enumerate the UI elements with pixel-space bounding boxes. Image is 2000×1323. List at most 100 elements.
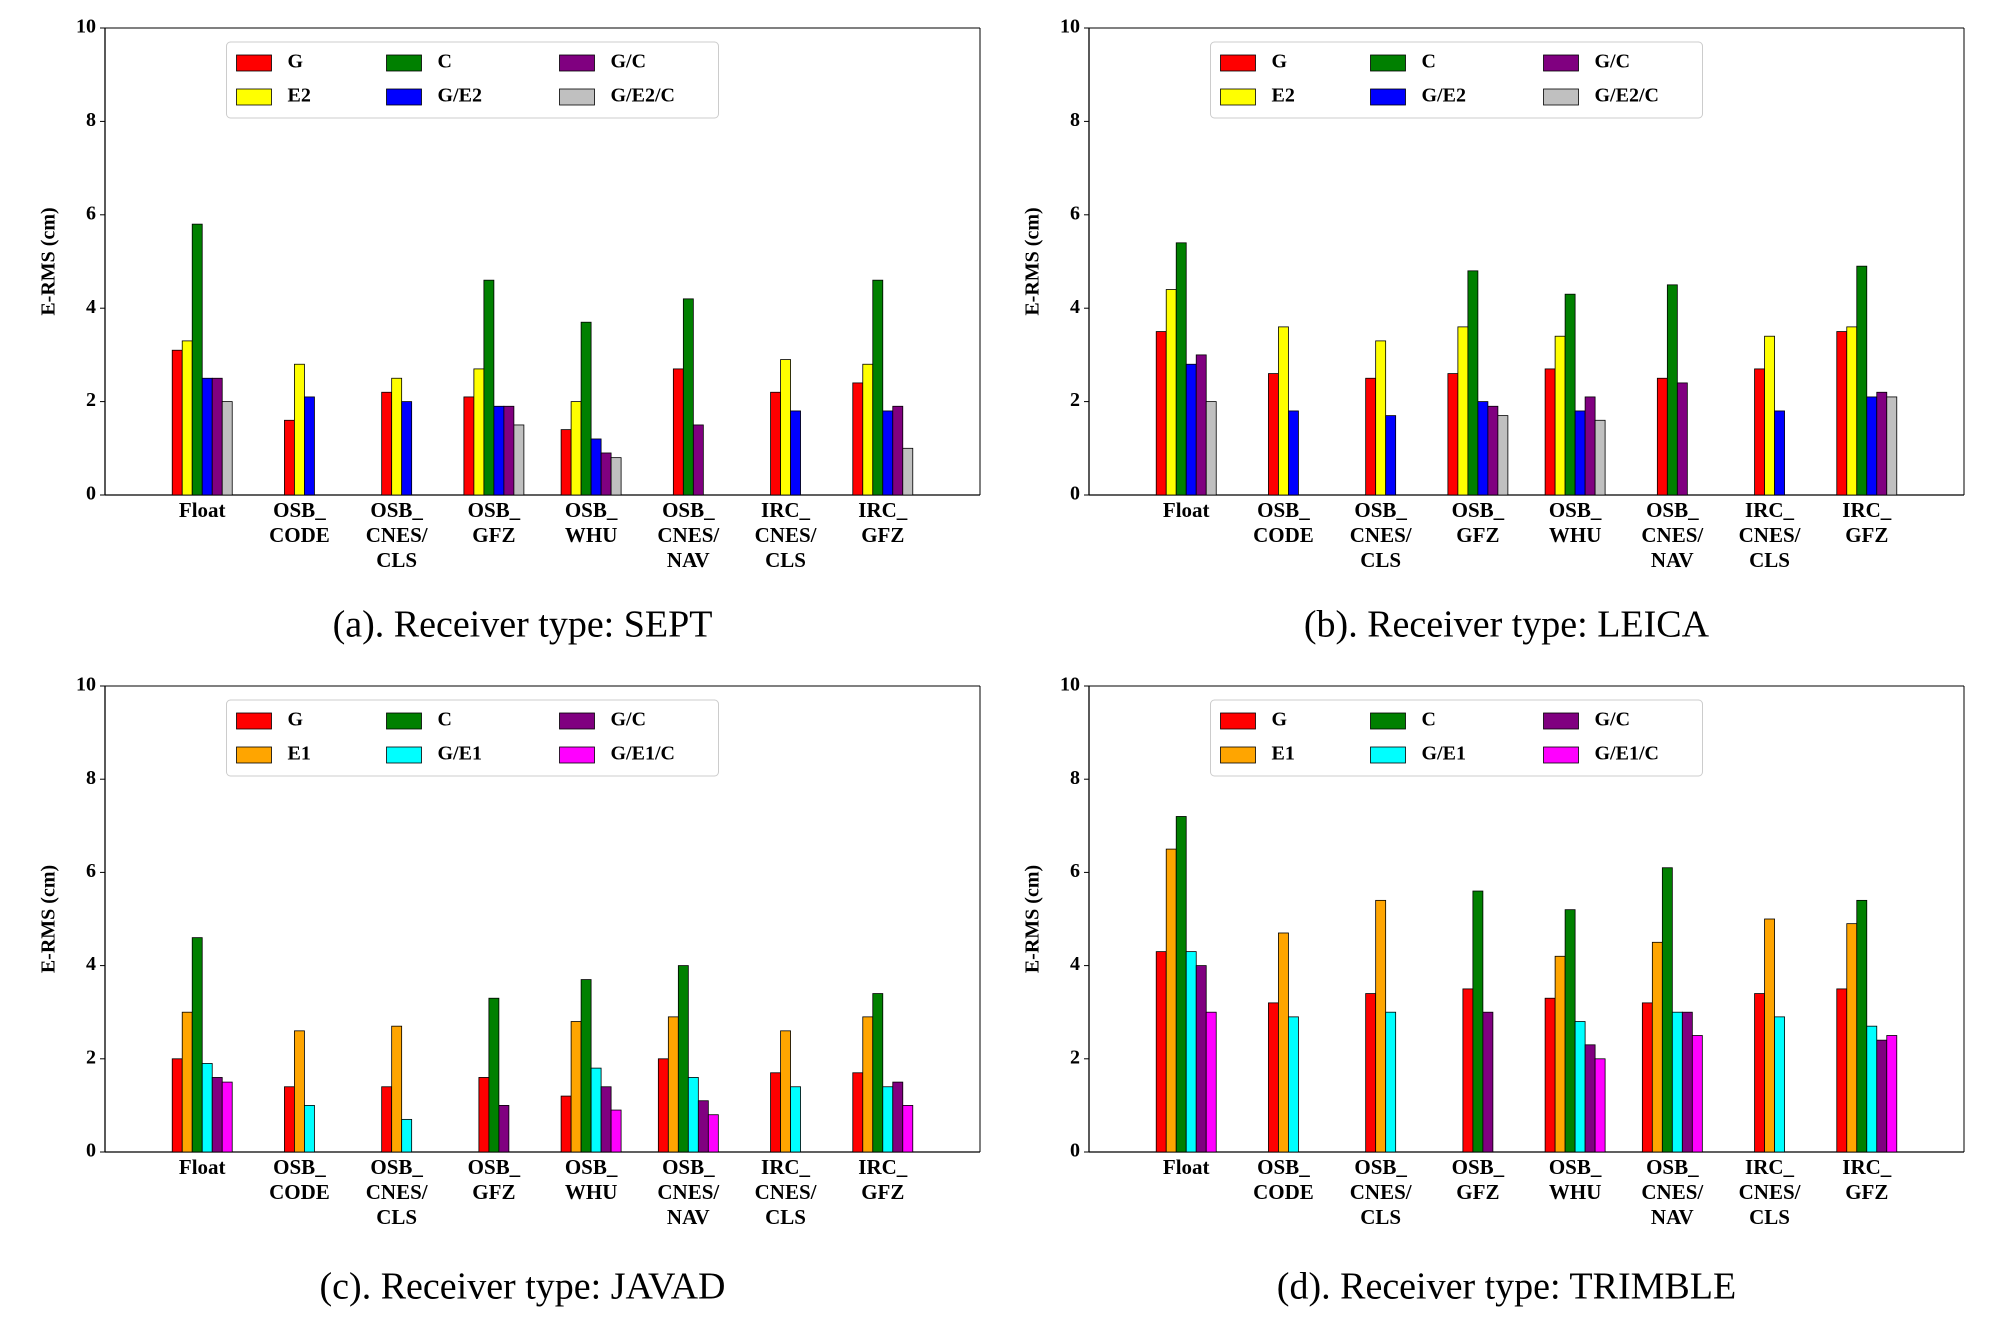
bar	[1651, 941, 1663, 1153]
bar	[1856, 265, 1868, 496]
bar	[892, 1081, 904, 1153]
bar	[1365, 993, 1377, 1153]
bar	[1288, 1016, 1299, 1153]
bar	[600, 1086, 612, 1153]
bar	[1836, 988, 1848, 1153]
legend-swatch	[236, 746, 272, 764]
bar	[1594, 1058, 1606, 1153]
legend-label: E2	[1272, 85, 1295, 107]
bar	[687, 1077, 699, 1153]
bar	[580, 979, 592, 1153]
bar	[284, 1086, 295, 1153]
y-tick-label: 6	[1070, 860, 1080, 882]
bar	[882, 1086, 894, 1153]
y-tick-label: 0	[1070, 483, 1080, 505]
legend-label: G/C	[1595, 709, 1631, 731]
bar	[780, 1030, 791, 1153]
bar	[892, 405, 904, 496]
bar	[391, 1025, 403, 1153]
bar	[171, 1058, 183, 1153]
y-tick-label: 10	[76, 674, 96, 696]
bar	[852, 1072, 864, 1153]
legend-swatch	[1370, 712, 1406, 730]
bar	[1278, 932, 1289, 1153]
bar	[1594, 419, 1606, 496]
legend-box	[226, 699, 719, 777]
x-tick-label: OSB_ CNES/NAV	[657, 1155, 720, 1229]
x-tick-label: OSB_ CNES/NAV	[1641, 1155, 1704, 1229]
y-axis-label: E-RMS (cm)	[38, 865, 60, 973]
bar	[1554, 335, 1566, 496]
x-tick-label: IRC_ GFZ	[858, 498, 908, 547]
bar	[852, 382, 864, 496]
bar	[498, 1105, 510, 1153]
bar	[610, 457, 622, 496]
legend-label: G/E2	[438, 85, 482, 107]
bar	[1462, 988, 1474, 1153]
bar	[1205, 1011, 1217, 1153]
bar	[1836, 331, 1848, 496]
bar	[1676, 382, 1688, 496]
bar	[872, 993, 884, 1153]
caption: (d). Receiver type: TRIMBLE	[1277, 1266, 1736, 1308]
x-tick-label: OSB_ CNES/CLS	[1350, 1155, 1413, 1229]
y-tick-label: 4	[1070, 296, 1080, 318]
bar	[294, 363, 305, 496]
bar	[682, 298, 694, 496]
legend-label: G/E2/C	[1595, 85, 1659, 107]
bar	[513, 424, 525, 496]
legend-swatch	[236, 712, 272, 730]
y-tick-label: 8	[1070, 767, 1080, 789]
bar	[1866, 396, 1878, 496]
bar	[1487, 405, 1499, 496]
legend-swatch	[1220, 712, 1256, 730]
legend-swatch	[559, 88, 595, 106]
y-tick-label: 2	[1070, 1046, 1080, 1068]
bar	[1205, 401, 1217, 496]
legend-label: G/E1/C	[1595, 743, 1659, 765]
x-tick-label: OSB_ WHU	[565, 1155, 618, 1204]
y-tick-label: 10	[1060, 16, 1080, 38]
y-tick-label: 2	[86, 1046, 96, 1068]
bar	[493, 405, 505, 496]
legend-label: C	[438, 709, 452, 731]
bar	[610, 1109, 622, 1153]
bar	[1447, 373, 1459, 496]
caption: (c). Receiver type: JAVAD	[320, 1266, 726, 1308]
x-tick-label: Float	[179, 498, 226, 522]
bar	[1457, 326, 1469, 496]
bar	[1268, 1002, 1279, 1153]
x-tick-label: IRC_ CNES/CLS	[1739, 1155, 1802, 1229]
bar	[503, 405, 515, 496]
legend-label: G/C	[611, 709, 647, 731]
bar	[1385, 1011, 1397, 1153]
legend-swatch	[1543, 746, 1579, 764]
legend-label: G/E1/C	[611, 743, 675, 765]
legend-swatch	[386, 54, 422, 72]
legend-swatch	[1220, 88, 1256, 106]
bar	[391, 377, 403, 496]
y-tick-label: 6	[86, 202, 96, 224]
legend-label: G/E1	[1422, 743, 1466, 765]
bar	[1846, 923, 1858, 1153]
bar	[201, 377, 213, 496]
x-tick-label: IRC_ CNES/CLS	[755, 498, 818, 572]
bar	[1278, 326, 1289, 496]
bar	[1497, 415, 1509, 496]
x-tick-label: OSB_ CODE	[1253, 1155, 1314, 1204]
legend-swatch	[1220, 746, 1256, 764]
bar	[657, 1058, 669, 1153]
legend-box	[1210, 41, 1703, 119]
y-tick-label: 8	[86, 767, 96, 789]
legend-label: G/E2	[1422, 85, 1466, 107]
bar	[560, 1095, 572, 1153]
y-axis-label: E-RMS (cm)	[1022, 207, 1044, 315]
bar	[211, 1077, 223, 1153]
bar	[1656, 377, 1668, 496]
bar	[902, 447, 914, 496]
caption: (a). Receiver type: SEPT	[333, 604, 713, 646]
x-tick-label: OSB_ CODE	[269, 498, 330, 547]
bar	[191, 937, 203, 1153]
legend-box	[1210, 699, 1703, 777]
legend-box	[226, 41, 719, 119]
